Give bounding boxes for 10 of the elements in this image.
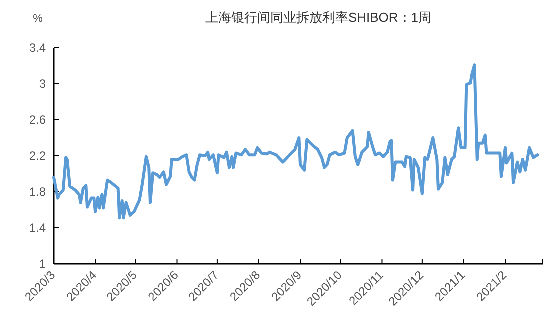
y-tick-label: 2.6	[29, 113, 46, 127]
y-tick-label: 1.4	[29, 221, 46, 235]
y-tick-label: 3	[39, 77, 46, 91]
line-series	[52, 64, 540, 220]
y-tick-label: 1.8	[29, 185, 46, 199]
y-tick-label: 1	[39, 257, 46, 271]
y-tick-label: 2.2	[29, 149, 46, 163]
chart-title: 上海银行间同业拆放利率SHIBOR：1周	[205, 10, 432, 25]
y-axis-title: %	[33, 13, 44, 25]
y-tick-label: 3.4	[29, 41, 46, 55]
